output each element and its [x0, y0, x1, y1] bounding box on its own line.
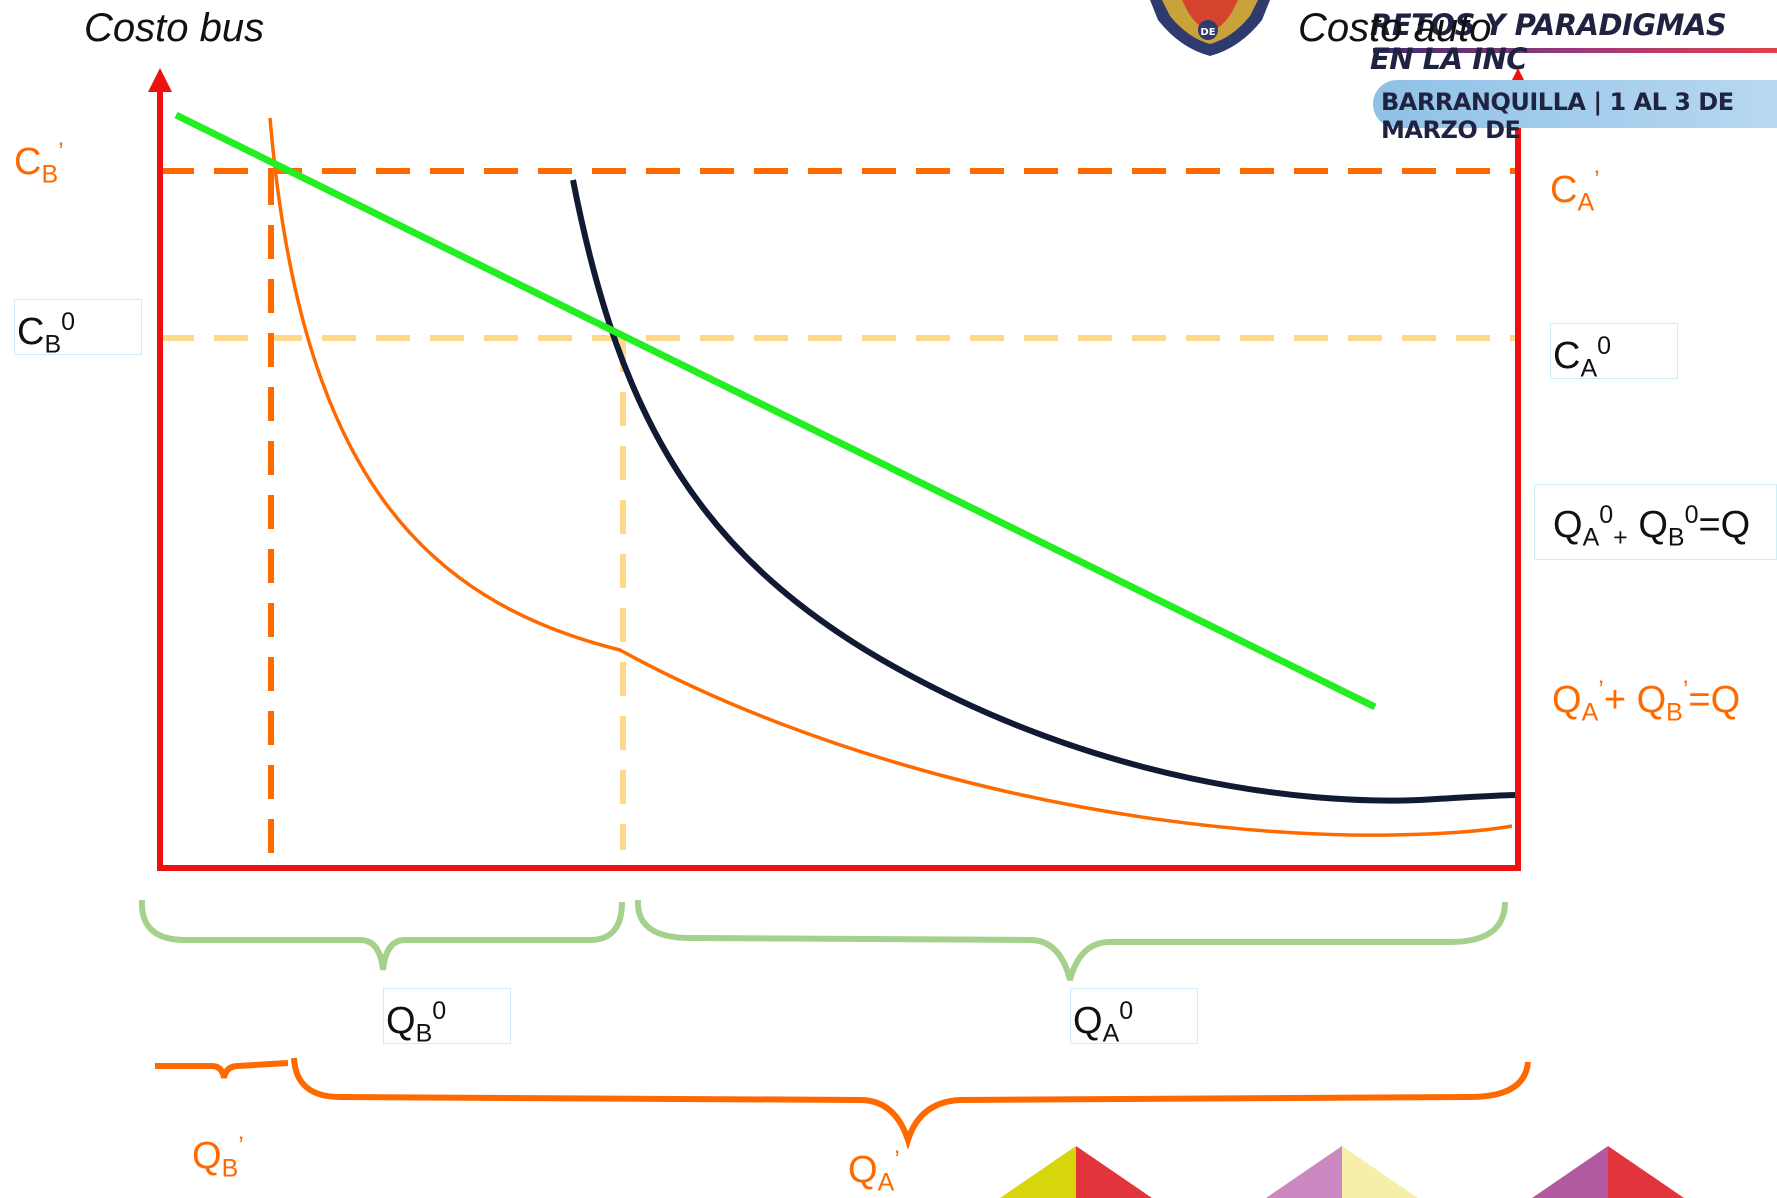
qb-zero-label: QB0	[383, 988, 511, 1046]
qb-zero-brace	[138, 899, 625, 971]
ca-prime-label: CA’	[1550, 166, 1600, 217]
initial-equation-label: QA0+ QB0=Q	[1534, 484, 1777, 560]
banner-subtitle-bar	[1373, 80, 1777, 128]
final-equation-label: QA’+ QB’=Q	[1552, 676, 1741, 727]
cb-prime-label: CB’	[14, 138, 64, 189]
qb-prime-label: QB’	[192, 1132, 244, 1183]
cb-zero-label: CB0	[14, 299, 142, 357]
qb-prime-brace	[155, 1060, 289, 1079]
qa-prime-brace	[291, 1057, 1531, 1150]
left-axis-title: Costo bus	[84, 6, 265, 50]
banner-subtitle: BARRANQUILLA | 1 AL 3 DE MARZO DE	[1381, 88, 1734, 144]
university-logo: DE	[1150, 0, 1270, 56]
right-axis-title: Costo auto	[1298, 6, 1492, 50]
green-cost-line	[174, 111, 1377, 711]
bus-cost-curve	[268, 117, 1513, 837]
qa-zero-label: QA0	[1070, 988, 1198, 1046]
auto-cost-curve	[570, 179, 1519, 804]
logo-text: DE	[1200, 27, 1215, 38]
banner-title: RETOS Y PARADIGMAS EN LA INC	[1370, 8, 1727, 76]
left-axis-arrow-icon	[148, 68, 172, 92]
qa-prime-label: QA’	[848, 1146, 900, 1197]
decorative-triangles	[1000, 1146, 1684, 1198]
banner-underline	[1373, 48, 1777, 53]
qa-zero-brace	[634, 899, 1508, 981]
ca-zero-label: CA0	[1550, 323, 1678, 381]
